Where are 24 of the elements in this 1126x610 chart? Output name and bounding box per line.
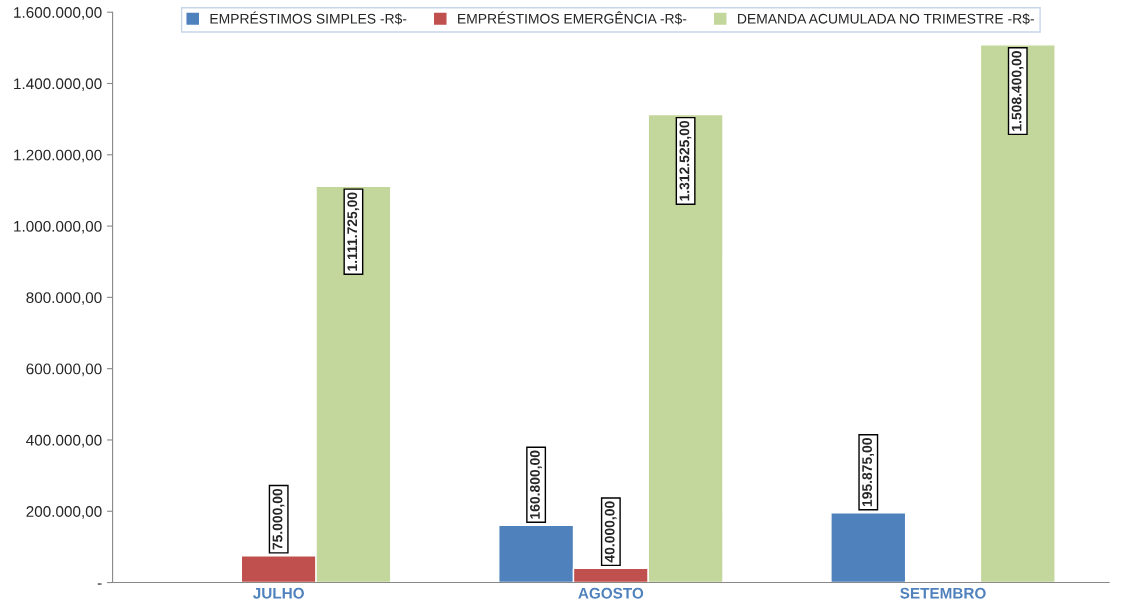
data-label: 1.312.525,00 [679,120,692,201]
bar [830,512,907,583]
y-tick-label: 1.000.000,00 [14,220,102,234]
data-label: 40.000,00 [604,501,617,563]
x-tick-label: JULHO [253,587,304,599]
x-tick-label: AGOSTO [578,587,644,599]
data-label: 160.800,00 [530,450,542,519]
y-tick-label: 1.400.000,00 [14,78,102,91]
y-tick-label: 800.000,00 [26,292,102,305]
y-tick-label: 1.200.000,00 [14,149,102,163]
y-tick-label: - [97,583,102,585]
legend-label: DEMANDA ACUMULADA NO TRIMESTRE -R$- [738,13,1034,25]
bar [979,44,1056,583]
legend-label: EMPRÉSTIMOS SIMPLES -R$- [210,11,407,25]
y-tick-label: 400.000,00 [26,434,102,448]
data-label: 75.000,00 [272,488,285,550]
y-tick-label: 1.600.000,00 [14,7,102,20]
data-label: 1.111.725,00 [347,192,360,271]
data-label: 195.875,00 [862,438,875,507]
legend-label: EMPRÉSTIMOS EMERGÊNCIA -R$- [458,11,687,25]
data-label: 1.508.400,00 [1011,51,1024,131]
y-tick-label: 600.000,00 [26,363,102,377]
x-tick-label: SETEMBRO [900,587,986,599]
y-tick-label: 200.000,00 [26,506,102,519]
